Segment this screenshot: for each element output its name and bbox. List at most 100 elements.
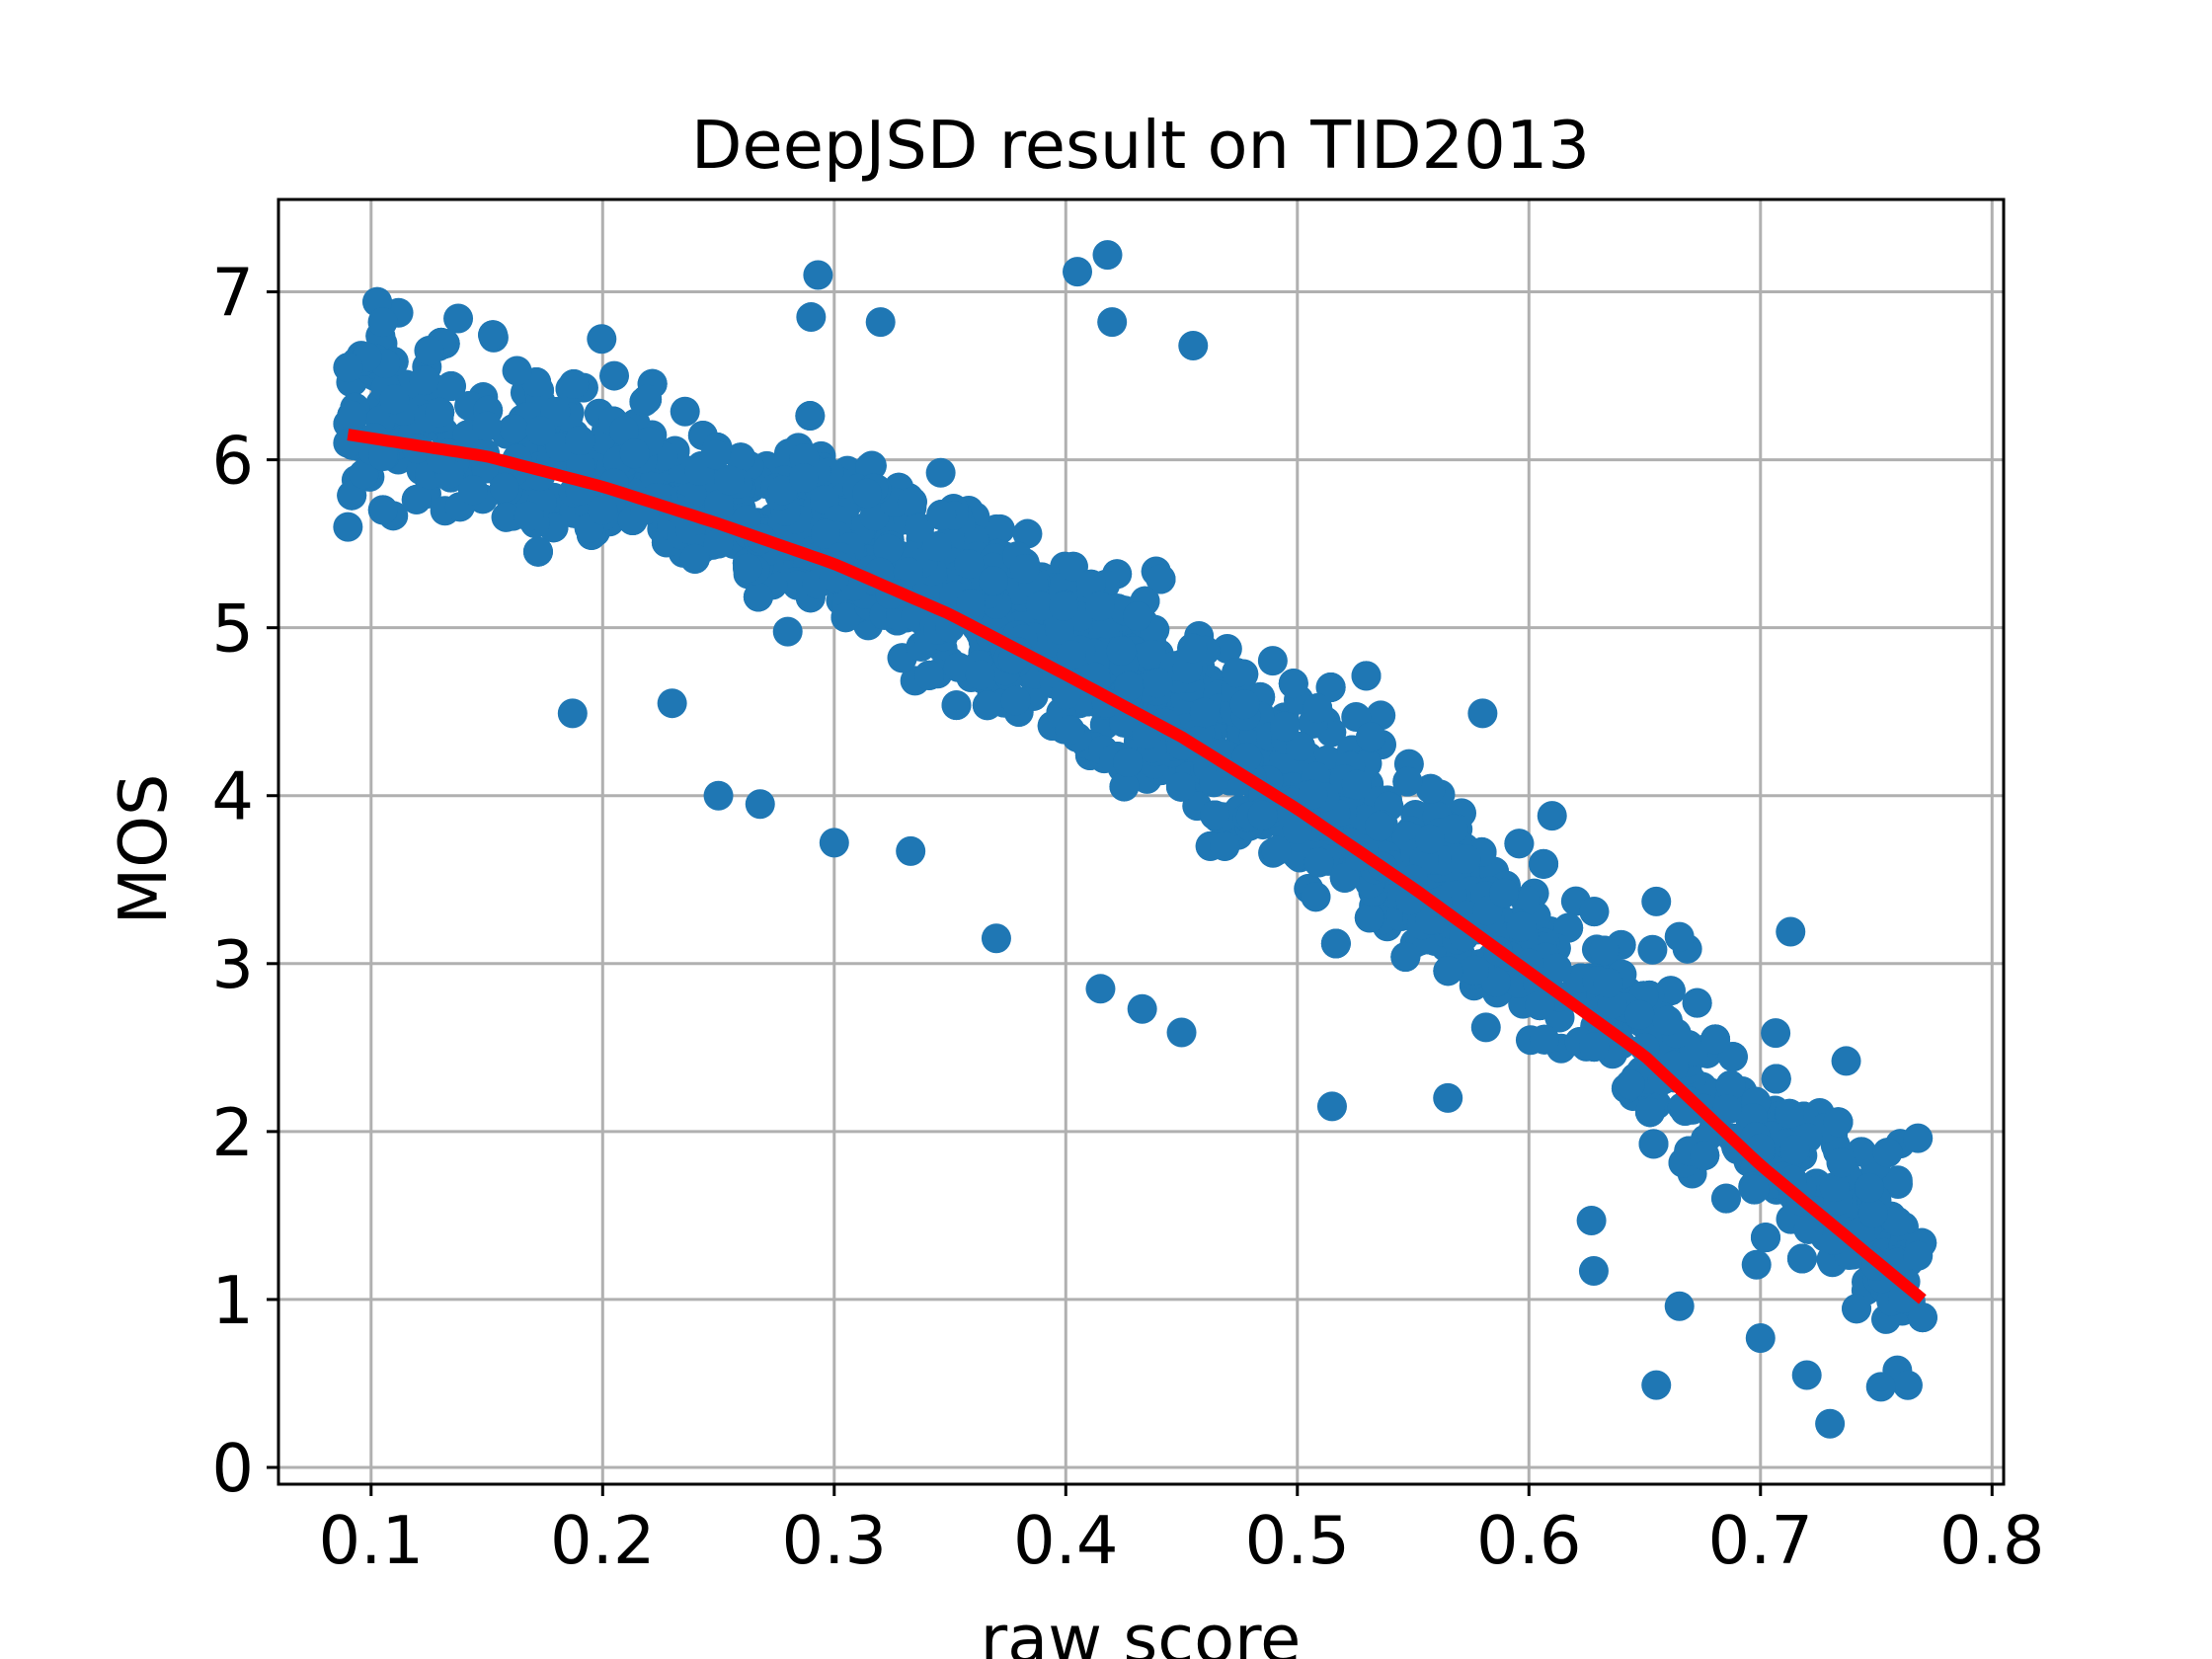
scatter-point (1641, 1370, 1672, 1400)
scatter-point (1857, 1198, 1888, 1228)
scatter-point (599, 360, 630, 391)
tick-layer: 0.1 0.2 0.3 0.4 0.5 0.6 0.7 0.8 0 1 2 3 4 5 6 7 (211, 255, 2044, 1579)
scatter-point (1638, 1129, 1669, 1159)
scatter-point (1049, 591, 1079, 621)
scatter-point (1143, 668, 1173, 698)
scatter-point (1210, 830, 1240, 861)
scatter-point (745, 789, 775, 820)
scatter-point (810, 518, 840, 549)
scatter-point (587, 324, 617, 355)
scatter-point (1489, 878, 1520, 908)
scatter-point (1012, 518, 1043, 549)
scatter-point (1470, 1012, 1501, 1043)
scatter-point (1127, 993, 1157, 1024)
scatter-point (1506, 911, 1537, 942)
scatter-point (941, 690, 972, 721)
scatter-point (1282, 814, 1312, 844)
chart-title: DeepJSD result on TID2013 (691, 107, 1590, 184)
scatter-point (1451, 843, 1481, 874)
scatter-point (1775, 1098, 1805, 1129)
scatter-point (443, 303, 474, 334)
scatter-point (1092, 240, 1123, 271)
scatter-point (703, 528, 734, 559)
scatter-point (1433, 1082, 1463, 1113)
scatter-point (897, 487, 927, 517)
scatter-point (1285, 731, 1315, 761)
scatter-point (1097, 307, 1128, 338)
scatter-point (1815, 1408, 1846, 1439)
scatter-point (1044, 614, 1074, 645)
scatter-point (1903, 1123, 1934, 1153)
scatter-point (1819, 1172, 1850, 1203)
scatter-point (1892, 1370, 1923, 1400)
scatter-point (1354, 903, 1384, 933)
scatter-point (1589, 935, 1620, 966)
scatter-point (1320, 928, 1351, 959)
scatter-point (1779, 1135, 1810, 1165)
scatter-point (1222, 658, 1252, 688)
scatter-point (1109, 771, 1140, 802)
scatter-points (333, 240, 1937, 1439)
scatter-point (1579, 1032, 1610, 1063)
scatter-point (367, 440, 398, 471)
scatter-point (565, 426, 595, 456)
scatter-point (472, 411, 503, 441)
scatter-point (1761, 1064, 1791, 1094)
scatter-point (1055, 715, 1085, 746)
scatter-point (525, 416, 556, 446)
scatter-point (522, 536, 553, 567)
scatter-point (981, 923, 1011, 954)
scatter-point (704, 489, 735, 519)
scatter-point (1247, 800, 1278, 830)
scatter-point (478, 320, 509, 351)
scatter-point (1303, 693, 1333, 724)
scatter-point (1690, 1141, 1720, 1171)
scatter-point (1433, 956, 1463, 987)
scatter-point (1576, 1205, 1607, 1235)
scatter-point (1278, 669, 1308, 699)
scatter-point (819, 828, 849, 858)
scatter-point (1200, 800, 1230, 830)
scatter-point (499, 414, 529, 444)
scatter-point (1745, 1323, 1776, 1354)
scatter-point (1793, 1214, 1824, 1244)
scatter-point (1257, 646, 1288, 676)
scatter-point (1351, 661, 1382, 691)
scatter-point (1712, 1094, 1743, 1125)
scatter-point (1009, 553, 1040, 584)
scatter-point (1341, 769, 1372, 800)
x-axis-label: raw score (981, 1601, 1302, 1659)
scatter-point (457, 475, 488, 506)
x-tick-label: 0.7 (1707, 1502, 1813, 1579)
scatter-point (557, 698, 588, 729)
scatter-point (1504, 829, 1535, 859)
scatter-point (703, 780, 734, 811)
scatter-point (1624, 999, 1655, 1030)
scatter-point (1761, 1018, 1791, 1049)
scatter-point (1537, 801, 1567, 831)
scatter-point (367, 495, 398, 525)
scatter-point (1664, 1291, 1695, 1321)
y-tick-label: 3 (211, 926, 254, 1003)
scatter-point (1166, 1017, 1197, 1048)
scatter-point (803, 260, 833, 290)
scatter-point (1593, 968, 1623, 998)
scatter-point (425, 397, 455, 428)
scatter-point (985, 514, 1015, 544)
scatter-point (1823, 1107, 1854, 1138)
scatter-point (921, 531, 952, 562)
scatter-point (619, 438, 650, 469)
scatter-point (349, 459, 379, 490)
scatter-point (1634, 1097, 1665, 1128)
scatter-point (795, 401, 826, 432)
scatter-point (896, 835, 926, 866)
plot-frame (276, 198, 2006, 1486)
x-tick-label: 0.8 (1939, 1502, 2045, 1579)
scatter-point (1652, 1005, 1683, 1036)
x-tick-label: 0.1 (319, 1502, 425, 1579)
scatter-point (733, 553, 763, 584)
scatter-point (1056, 640, 1086, 671)
scatter-point (1304, 847, 1334, 878)
fit-line (347, 429, 1927, 1304)
y-axis-label: MOS (105, 773, 182, 924)
